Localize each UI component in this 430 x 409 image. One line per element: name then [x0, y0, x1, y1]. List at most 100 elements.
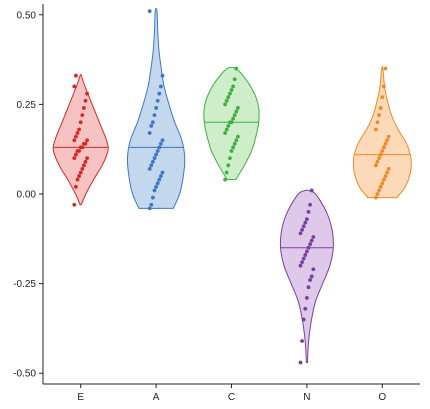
data-point — [72, 202, 77, 207]
data-point — [385, 170, 389, 175]
data-point — [374, 127, 378, 132]
data-point — [159, 174, 163, 178]
data-point — [375, 120, 380, 125]
data-point — [377, 188, 381, 193]
violin-C — [203, 66, 260, 182]
data-point — [78, 170, 83, 175]
data-point — [383, 66, 388, 71]
data-point — [77, 127, 81, 132]
data-point — [80, 145, 85, 150]
data-point — [82, 163, 86, 168]
data-point — [147, 167, 152, 171]
data-point — [378, 184, 383, 189]
data-point — [386, 134, 391, 139]
x-tick-label: A — [153, 392, 160, 403]
data-point — [301, 256, 306, 261]
data-point — [77, 174, 81, 178]
data-point — [223, 102, 228, 107]
data-point — [375, 159, 380, 164]
violin-body — [52, 73, 109, 206]
data-point — [311, 235, 316, 239]
data-point — [74, 73, 78, 78]
data-point — [232, 141, 237, 146]
data-point — [151, 195, 155, 200]
data-point — [301, 224, 306, 229]
data-point — [78, 120, 83, 125]
y-axis: -0.50 -0.25 0.00 0.25 0.50 — [13, 4, 44, 384]
data-point — [308, 242, 312, 247]
y-tick-label: 0.25 — [17, 100, 37, 111]
data-point — [298, 360, 303, 365]
data-point — [226, 163, 231, 168]
data-point — [152, 188, 157, 193]
data-point — [155, 181, 160, 186]
x-tick-label: C — [228, 392, 235, 403]
data-point — [159, 141, 163, 146]
data-point — [152, 113, 157, 118]
data-point — [377, 113, 381, 118]
data-point — [154, 152, 159, 157]
data-point — [83, 159, 88, 164]
data-point — [223, 131, 228, 135]
data-point — [149, 163, 154, 168]
data-point — [82, 106, 86, 110]
y-tick-label: -0.25 — [13, 279, 36, 290]
data-point — [231, 145, 236, 150]
data-point — [155, 149, 160, 153]
data-point — [72, 138, 77, 143]
data-point — [155, 98, 160, 103]
violins — [52, 7, 412, 365]
data-point — [229, 88, 234, 92]
data-point — [309, 238, 314, 243]
data-point — [151, 120, 155, 125]
data-point — [377, 156, 381, 161]
data-point — [224, 98, 229, 103]
data-point — [147, 131, 152, 135]
data-point — [382, 177, 386, 182]
data-point — [305, 296, 309, 300]
data-point — [232, 113, 237, 118]
data-point — [74, 184, 78, 189]
data-point — [306, 210, 311, 214]
x-tick-label: E — [77, 392, 84, 403]
data-point — [157, 91, 162, 96]
data-point — [232, 77, 237, 82]
data-point — [229, 120, 234, 125]
data-point — [85, 156, 89, 161]
data-point — [298, 231, 303, 236]
data-point — [234, 138, 239, 143]
data-point — [75, 177, 80, 182]
data-point — [311, 267, 316, 272]
data-point — [378, 152, 383, 157]
data-point — [83, 141, 88, 146]
data-point — [151, 159, 155, 164]
data-point — [223, 177, 228, 182]
data-point — [149, 123, 154, 128]
y-ticks: -0.50 -0.25 0.00 0.25 0.50 — [13, 10, 43, 380]
data-point — [380, 149, 385, 153]
data-point — [147, 9, 152, 14]
data-point — [382, 145, 386, 150]
data-point — [374, 163, 378, 168]
data-point — [378, 106, 383, 110]
data-point — [301, 317, 306, 322]
data-point — [229, 149, 234, 153]
data-point — [149, 202, 154, 207]
data-point — [226, 95, 231, 100]
data-point — [380, 95, 385, 100]
data-point — [306, 285, 311, 290]
y-tick-label: -0.50 — [13, 369, 36, 380]
data-point — [300, 339, 304, 343]
data-point — [228, 156, 232, 161]
data-point — [298, 263, 303, 268]
data-point — [380, 181, 385, 186]
data-point — [160, 73, 165, 78]
violin-A — [126, 7, 186, 211]
data-point — [383, 141, 388, 146]
data-point — [231, 84, 236, 89]
violin-body — [352, 65, 412, 199]
data-point — [77, 149, 81, 153]
data-point — [72, 84, 77, 89]
